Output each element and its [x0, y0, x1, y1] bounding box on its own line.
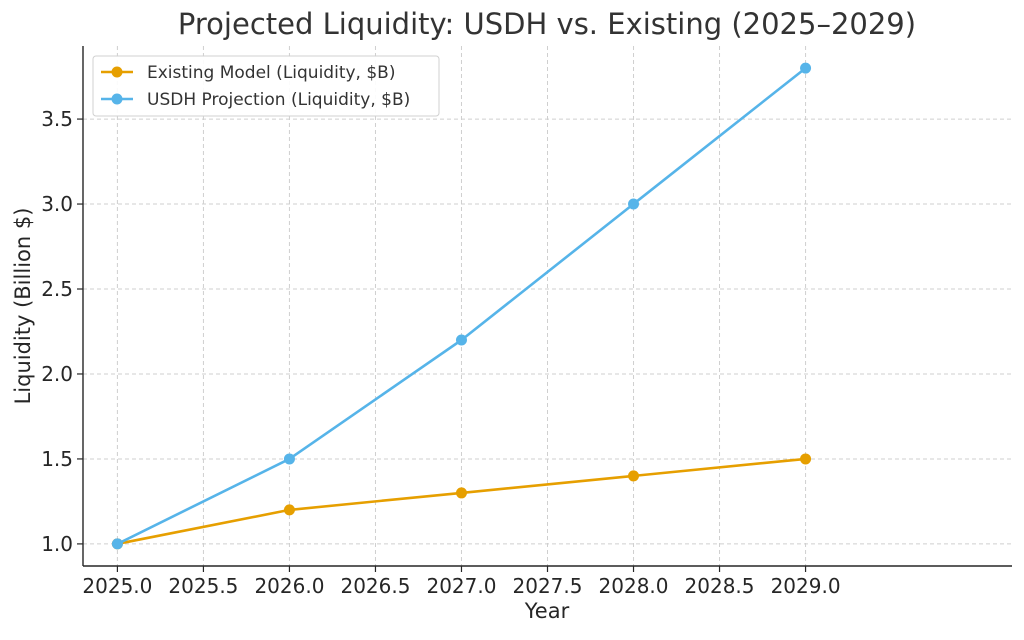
y-tick-label: 2.0 [41, 362, 73, 386]
data-point-existing [628, 470, 640, 482]
data-point-existing [800, 453, 812, 465]
x-tick-label: 2028.5 [685, 574, 755, 598]
y-tick-label: 2.5 [41, 277, 73, 301]
gridlines [83, 46, 1012, 566]
data-point-usdh [628, 198, 640, 210]
legend-label: Existing Model (Liquidity, $B) [147, 63, 395, 83]
legend-swatch-marker [111, 66, 123, 78]
y-tick-label: 1.5 [41, 447, 73, 471]
x-tick-label: 2027.0 [426, 574, 496, 598]
x-tick-label: 2027.5 [513, 574, 583, 598]
legend: Existing Model (Liquidity, $B) USDH Proje… [92, 55, 440, 117]
tick-labels: 2025.0 2025.5 2026.0 2026.5 2027.0 2027.5 2028… [41, 107, 840, 598]
legend-label: USDH Projection (Liquidity, $B) [147, 90, 410, 110]
y-tick-label: 1.0 [41, 532, 73, 556]
chart-title: Projected Liquidity: USDH vs. Existing (… [178, 7, 916, 41]
legend-box [92, 55, 440, 117]
x-tick-label: 2026.5 [340, 574, 410, 598]
y-axis-label: Liquidity (Billion $) [11, 208, 35, 405]
data-point-usdh [455, 334, 467, 346]
x-tick-label: 2029.0 [771, 574, 841, 598]
data-point-usdh [283, 453, 295, 465]
x-tick-label: 2028.0 [599, 574, 669, 598]
x-axis-label: Year [524, 599, 570, 623]
data-point-usdh [111, 538, 123, 550]
axes [77, 46, 1012, 572]
x-tick-label: 2025.5 [168, 574, 238, 598]
y-tick-label: 3.5 [41, 107, 73, 131]
data-point-usdh [800, 62, 812, 74]
y-tick-label: 3.0 [41, 192, 73, 216]
series-lines [111, 62, 812, 550]
data-point-existing [455, 487, 467, 499]
data-point-existing [283, 504, 295, 516]
x-tick-label: 2025.0 [82, 574, 152, 598]
x-tick-label: 2026.0 [254, 574, 324, 598]
legend-swatch-marker [111, 93, 123, 105]
